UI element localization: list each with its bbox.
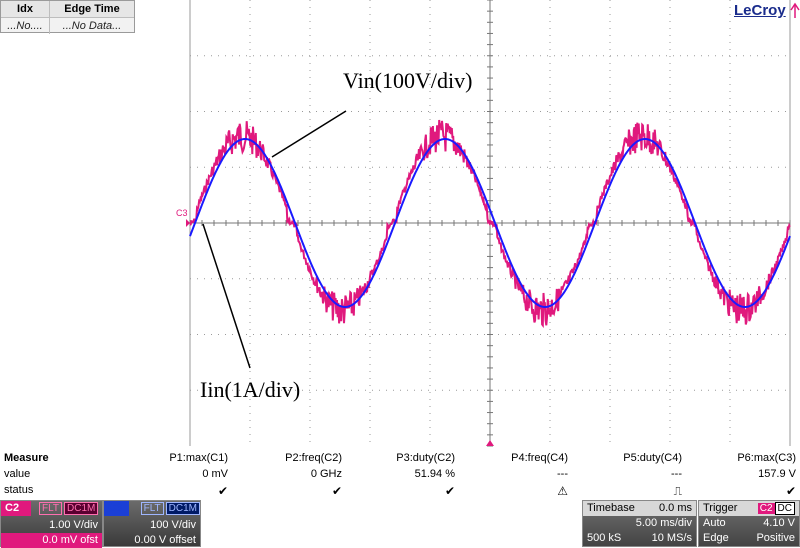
ch3-offset: 0.00 V offset xyxy=(134,534,196,546)
vin-annotation: Vin(100V/div) xyxy=(343,68,473,93)
trigger-label: Trigger xyxy=(703,502,738,514)
trigger-mode: Auto xyxy=(703,517,726,529)
trigger-slope: Positive xyxy=(756,532,795,544)
measure-param-name: P1:max(C1) xyxy=(169,452,228,464)
measure-param-value: 51.94 % xyxy=(414,468,455,480)
lecroy-logo: LeCroy xyxy=(734,2,786,19)
timebase-tdiv: 5.00 ms/div xyxy=(635,517,692,529)
ch3-coupling-badge: DC1M xyxy=(165,502,200,515)
ch2-tag: C2 xyxy=(1,501,31,516)
ch3-tag: C3 xyxy=(104,501,129,516)
edge-time-value: ...No Data... xyxy=(62,20,122,32)
idx-value: ...No.... xyxy=(1,18,50,34)
measure-param-name: P3:duty(C2) xyxy=(396,452,455,464)
timebase-label: Timebase xyxy=(587,502,635,514)
trigger-source: C2 xyxy=(757,503,775,514)
timebase-panel[interactable]: Timebase 0.0 ms 5.00 ms/div 500 kS 10 MS… xyxy=(582,500,697,547)
channel-3-panel[interactable]: C3 FLT DC1M 100 V/div 0.00 V offset xyxy=(103,500,201,547)
status-row-label: status xyxy=(4,484,34,496)
channel-marker: C3 xyxy=(176,208,188,218)
measure-param-status: ✔ xyxy=(331,484,342,498)
idx-header: Idx xyxy=(1,1,50,17)
edge-time-header: Edge Time xyxy=(64,3,120,15)
ch2-flt-badge: FLT xyxy=(39,502,63,515)
scope-display[interactable] xyxy=(0,0,800,450)
vin-trace xyxy=(189,138,791,308)
measure-param-status: ✔ xyxy=(217,484,228,498)
measure-param-status: ⎍ xyxy=(673,484,682,498)
trigger-type: Edge xyxy=(703,532,729,544)
measure-title: Measure xyxy=(4,452,49,464)
ch2-coupling-badge: DC1M xyxy=(64,502,99,515)
measure-param-value: 157.9 V xyxy=(758,468,796,480)
vin-pointer-line xyxy=(271,110,347,158)
traces xyxy=(189,119,791,329)
iin-annotation: Iin(1A/div) xyxy=(200,377,301,402)
measure-table: Measure P1:max(C1) P2:freq(C2) P3:duty(C2)… xyxy=(0,450,800,500)
measure-param-status: ⚠ xyxy=(557,484,568,498)
trigger-position-marker xyxy=(486,440,494,446)
trigger-panel[interactable]: Trigger C2 DC Auto 4.10 V Edge Positive xyxy=(698,500,800,547)
measure-param-status: ✔ xyxy=(444,484,455,498)
measure-param-value: --- xyxy=(557,468,568,480)
timebase-delay: 0.0 ms xyxy=(658,502,692,514)
value-row-label: value xyxy=(4,468,31,480)
measure-param-name: P4:freq(C4) xyxy=(511,452,568,464)
measure-param-value: 0 GHz xyxy=(310,468,342,480)
iin-pointer-line xyxy=(202,223,251,369)
measure-param-name: P5:duty(C4) xyxy=(623,452,682,464)
timebase-samples: 500 kS xyxy=(587,532,622,544)
measure-param-value: 0 mV xyxy=(202,468,228,480)
ch3-flt-badge: FLT xyxy=(140,502,164,515)
ch2-offset: 0.0 mV ofst xyxy=(1,533,102,548)
measure-param-status: ✔ xyxy=(785,484,796,498)
trigger-level: 4.10 V xyxy=(763,517,795,529)
ch3-vdiv: 100 V/div xyxy=(150,519,196,531)
channel-marker-arrow xyxy=(186,219,190,227)
index-table: Idx Edge Time ...No.... ...No Data... xyxy=(0,0,135,34)
markers xyxy=(186,2,800,446)
ch2-vdiv: 1.00 V/div xyxy=(49,519,98,531)
measure-param-name: P6:max(C3) xyxy=(737,452,796,464)
iin-trace xyxy=(189,119,791,329)
measure-param-value: --- xyxy=(671,468,682,480)
measure-param-name: P2:freq(C2) xyxy=(285,452,342,464)
timebase-rate: 10 MS/s xyxy=(651,532,692,544)
channel-2-panel[interactable]: C2 FLT DC1M 1.00 V/div 0.0 mV ofst xyxy=(0,500,103,548)
trigger-coupling: DC xyxy=(774,502,795,515)
